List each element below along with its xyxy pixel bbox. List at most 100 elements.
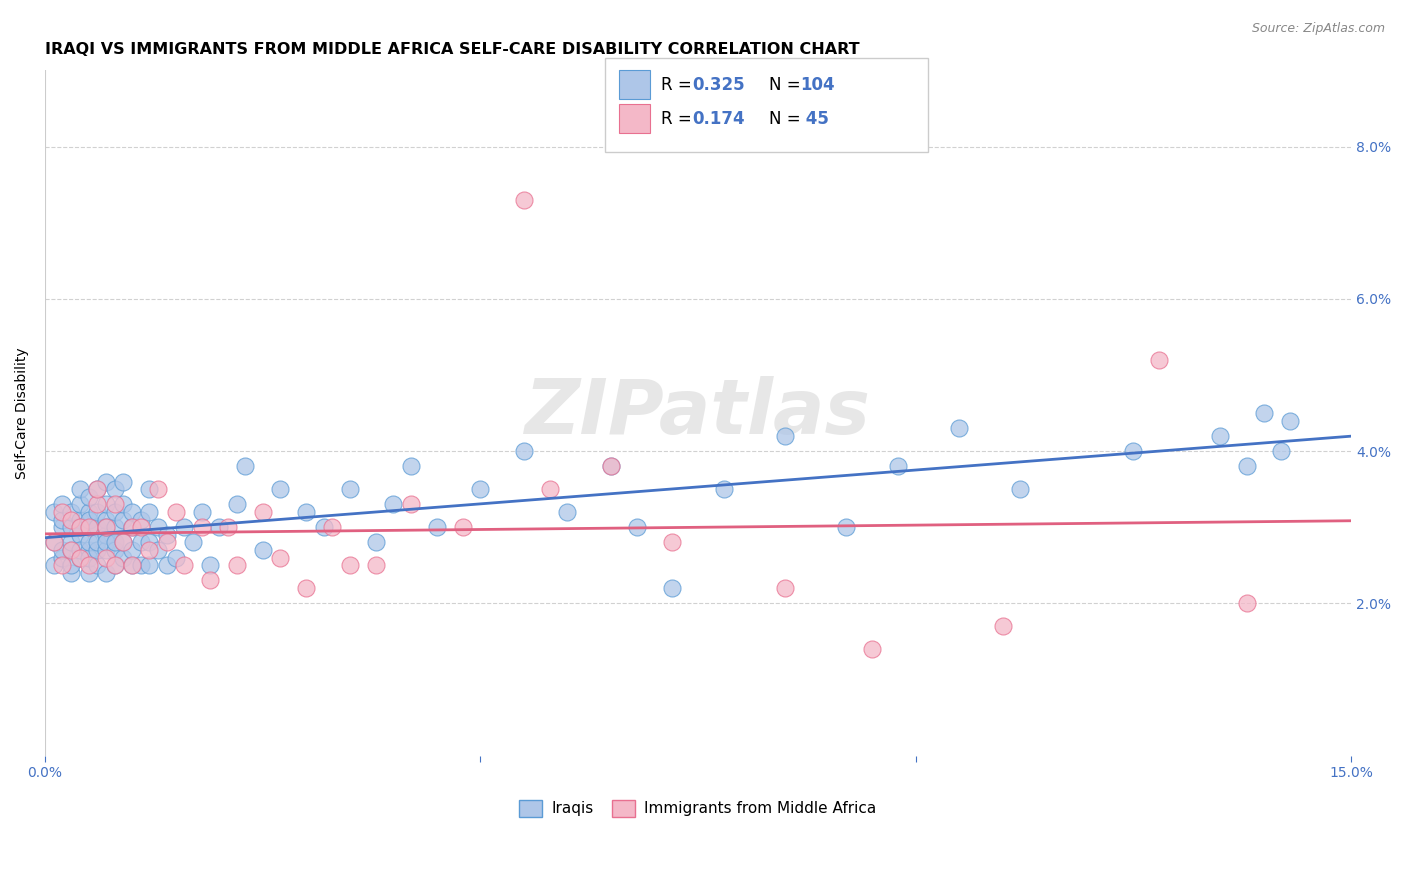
Point [86, 482, 108, 496]
Point [138, 558, 160, 573]
Legend: Iraqis, Immigrants from Middle Africa: Iraqis, Immigrants from Middle Africa [513, 793, 883, 823]
Point [121, 520, 143, 534]
Point [661, 581, 683, 595]
Point [60, 520, 83, 534]
Point [77, 543, 100, 558]
Point [69, 520, 91, 534]
Point [77, 558, 100, 573]
Point [1253, 406, 1275, 420]
Point [426, 520, 449, 534]
Point [200, 558, 222, 573]
Point [190, 505, 212, 519]
Point [112, 550, 135, 565]
Point [112, 475, 135, 489]
Point [77, 520, 100, 534]
Point [104, 497, 127, 511]
Point [173, 520, 195, 534]
Point [77, 535, 100, 549]
Point [835, 520, 858, 534]
Point [295, 581, 318, 595]
Point [104, 505, 127, 519]
Point [104, 482, 127, 496]
Point [42, 558, 65, 573]
Point [86, 520, 108, 534]
Point [121, 505, 143, 519]
Text: 45: 45 [800, 110, 830, 128]
Point [295, 505, 318, 519]
Point [269, 482, 291, 496]
Point [60, 543, 83, 558]
Point [51, 497, 73, 511]
Point [181, 535, 204, 549]
Point [225, 497, 247, 511]
Point [129, 535, 152, 549]
Point [86, 482, 108, 496]
Point [86, 497, 108, 511]
Point [69, 550, 91, 565]
Point [513, 193, 536, 207]
Text: R =: R = [661, 110, 697, 128]
Point [156, 558, 179, 573]
Point [69, 520, 91, 534]
Point [60, 558, 83, 573]
Point [121, 543, 143, 558]
Point [69, 497, 91, 511]
Point [600, 459, 623, 474]
Point [146, 520, 169, 534]
Point [94, 543, 117, 558]
Point [121, 558, 143, 573]
Point [69, 550, 91, 565]
Point [773, 429, 796, 443]
Point [138, 505, 160, 519]
Point [77, 520, 100, 534]
Point [991, 619, 1014, 633]
Text: N =: N = [769, 76, 806, 94]
Point [538, 482, 561, 496]
Point [51, 520, 73, 534]
Point [146, 482, 169, 496]
Point [94, 520, 117, 534]
Text: 104: 104 [800, 76, 835, 94]
Text: N =: N = [769, 110, 806, 128]
Point [51, 543, 73, 558]
Point [104, 558, 127, 573]
Point [112, 535, 135, 549]
Point [60, 512, 83, 526]
Point [399, 497, 422, 511]
Point [138, 543, 160, 558]
Point [1122, 444, 1144, 458]
Point [1149, 352, 1171, 367]
Point [1010, 482, 1032, 496]
Point [225, 558, 247, 573]
Point [321, 520, 343, 534]
Point [42, 535, 65, 549]
Point [51, 505, 73, 519]
Point [557, 505, 579, 519]
Point [165, 505, 187, 519]
Point [339, 482, 361, 496]
Point [1236, 596, 1258, 610]
Point [42, 505, 65, 519]
Point [600, 459, 623, 474]
Point [382, 497, 405, 511]
Point [94, 497, 117, 511]
Point [104, 520, 127, 534]
Point [94, 528, 117, 542]
Point [129, 558, 152, 573]
Point [1209, 429, 1232, 443]
Point [121, 520, 143, 534]
Point [156, 535, 179, 549]
Point [173, 558, 195, 573]
Y-axis label: Self-Care Disability: Self-Care Disability [15, 347, 30, 479]
Point [217, 520, 239, 534]
Point [339, 558, 361, 573]
Point [138, 535, 160, 549]
Point [364, 558, 387, 573]
Point [77, 490, 100, 504]
Point [60, 543, 83, 558]
Point [138, 482, 160, 496]
Point [156, 528, 179, 542]
Point [51, 512, 73, 526]
Point [399, 459, 422, 474]
Point [104, 543, 127, 558]
